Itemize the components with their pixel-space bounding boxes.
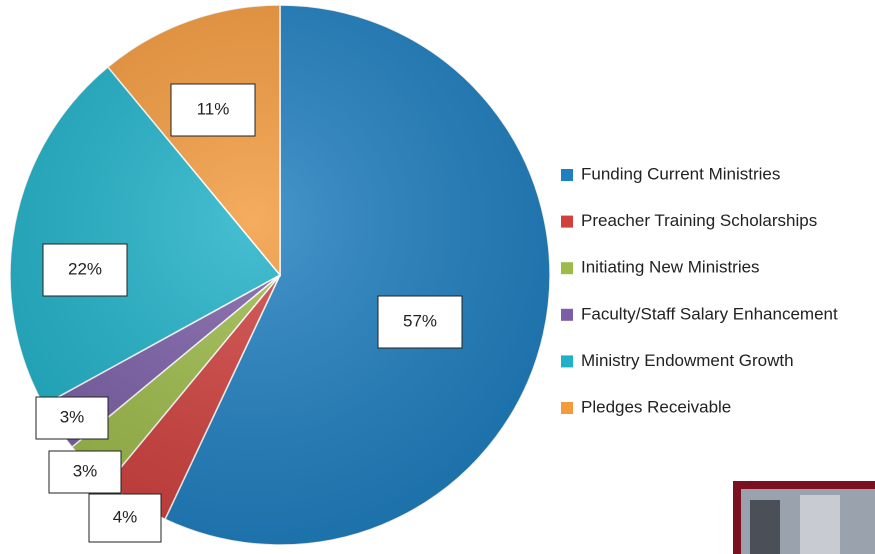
data-label: 3% (73, 461, 98, 480)
legend-swatch (561, 355, 573, 368)
legend: Funding Current Ministries Preacher Train… (561, 164, 838, 416)
legend-swatch (561, 169, 573, 181)
data-label-box (170, 83, 256, 137)
data-label-box (88, 493, 162, 543)
data-label: 22% (68, 259, 102, 278)
legend-swatch (561, 308, 573, 321)
photo-thumbnail (733, 481, 875, 554)
legend-label: Initiating New Ministries (581, 258, 760, 277)
legend-label: Faculty/Staff Salary Enhancement (581, 304, 838, 323)
legend-label: Ministry Endowment Growth (581, 351, 794, 370)
legend-label: Pledges Receivable (581, 397, 731, 416)
data-label-box (377, 295, 463, 349)
data-label-box (35, 396, 109, 440)
legend-swatch (561, 215, 573, 228)
data-label: 57% (403, 311, 437, 330)
legend-label: Preacher Training Scholarships (581, 211, 817, 230)
data-label: 3% (60, 407, 85, 426)
legend-swatch (561, 262, 573, 275)
data-label: 11% (197, 99, 230, 118)
legend-swatch (561, 402, 573, 414)
data-label-box (42, 243, 128, 297)
data-label-box (48, 450, 122, 494)
data-label: 4% (113, 507, 138, 526)
data-labels: 57% 4% 3% 3% 22% 11% (35, 83, 463, 543)
legend-label: Funding Current Ministries (581, 164, 780, 183)
